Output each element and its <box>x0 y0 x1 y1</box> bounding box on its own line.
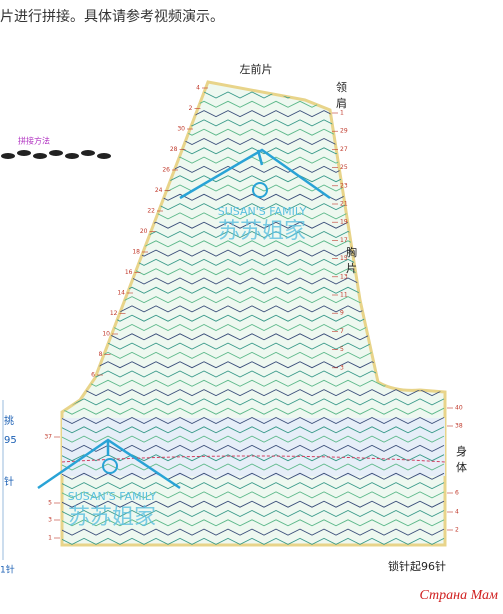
row-number: 37 <box>44 434 52 441</box>
row-number: 26 <box>162 167 170 174</box>
stitch-row <box>62 379 445 387</box>
watermark-logo <box>102 458 118 474</box>
stitch-row <box>62 389 445 397</box>
chain-illustration <box>1 150 111 159</box>
watermark: SUSAN'S FAMILY <box>68 490 157 503</box>
side-pick: 挑 <box>4 414 14 427</box>
watermark: 苏苏姐家 <box>218 219 306 244</box>
row-numbers: 1292725232119171513119753423028262422201… <box>44 85 462 542</box>
chain-loop <box>49 150 63 156</box>
row-number: 1 <box>340 110 344 117</box>
row-number: 17 <box>340 237 348 244</box>
stitch-row <box>62 500 445 508</box>
chest-label: 片 <box>346 262 357 275</box>
footer-label: 锁针起96针 <box>388 559 446 573</box>
row-number: 5 <box>48 500 52 507</box>
row-number: 25 <box>340 164 348 171</box>
join-method-label: 拼接方法 <box>18 136 50 146</box>
stitch-row <box>62 426 445 434</box>
row-number: 20 <box>140 228 148 235</box>
row-number: 4 <box>455 509 459 516</box>
row-number: 2 <box>455 527 459 534</box>
body-label: 身 <box>456 444 467 458</box>
row-number: 14 <box>117 290 125 297</box>
row-number: 6 <box>455 490 459 497</box>
stitch-row <box>62 519 445 527</box>
stitch-row <box>62 509 445 518</box>
watermark: 苏苏姐家 <box>68 505 156 530</box>
row-number: 22 <box>147 208 155 215</box>
stitch-row <box>62 407 445 415</box>
stitch-row <box>62 491 445 499</box>
row-number: 30 <box>177 126 185 133</box>
side-stitch: 针 <box>4 475 14 488</box>
row-number: 9 <box>340 310 344 317</box>
side-count: 95 <box>4 435 17 446</box>
row-number: 3 <box>340 364 344 371</box>
row-number: 28 <box>170 146 178 153</box>
chest-label: 胸 <box>346 245 357 259</box>
chain-loop <box>97 153 111 159</box>
body-label: 体 <box>456 460 467 474</box>
stitch-row <box>62 528 445 536</box>
row-number: 18 <box>132 249 140 256</box>
row-number: 16 <box>125 269 133 276</box>
row-number: 23 <box>340 182 348 189</box>
row-number: 7 <box>340 328 344 335</box>
header-text: 片进行拼接。具体请参考视频演示。 <box>0 8 224 25</box>
row-number: 11 <box>340 292 348 299</box>
chain-loop <box>65 153 79 159</box>
stitch-row <box>62 435 445 443</box>
side-bottom: 1针 <box>0 564 15 576</box>
row-number: 19 <box>340 219 348 226</box>
chain-loop <box>33 153 47 159</box>
row-number: 1 <box>48 535 52 542</box>
row-number: 13 <box>340 273 348 280</box>
stitch-row <box>62 482 445 490</box>
site-watermark: Страна Мам <box>420 588 499 603</box>
neck-label: 领 <box>336 81 347 94</box>
row-number: 2 <box>189 105 193 112</box>
row-number: 27 <box>340 146 348 153</box>
diagram-title: 左前片 <box>240 62 273 76</box>
stitch-row <box>62 398 445 406</box>
row-number: 12 <box>110 310 118 317</box>
row-number: 3 <box>48 517 52 524</box>
chain-loop <box>1 153 15 159</box>
row-number: 29 <box>340 128 348 135</box>
row-number: 5 <box>340 346 344 353</box>
watermark: SUSAN'S FAMILY <box>218 205 307 218</box>
row-number: 8 <box>99 351 103 358</box>
row-number: 24 <box>155 187 163 194</box>
watermark-arrows <box>37 148 331 490</box>
row-number: 4 <box>196 85 200 92</box>
row-number: 6 <box>91 372 95 379</box>
stitch-row <box>62 416 445 425</box>
row-number: 10 <box>102 331 110 338</box>
row-number: 21 <box>340 201 348 208</box>
watermark-logo <box>252 182 268 198</box>
row-number: 40 <box>455 405 463 412</box>
chain-loop <box>81 150 95 156</box>
stitch-row <box>62 537 445 545</box>
stitch-row <box>62 472 445 480</box>
row-number: 38 <box>455 423 463 430</box>
row-number: 15 <box>340 255 348 262</box>
chain-loop <box>17 150 31 156</box>
stitch-row <box>62 463 445 471</box>
neck-label: 肩 <box>336 96 347 110</box>
